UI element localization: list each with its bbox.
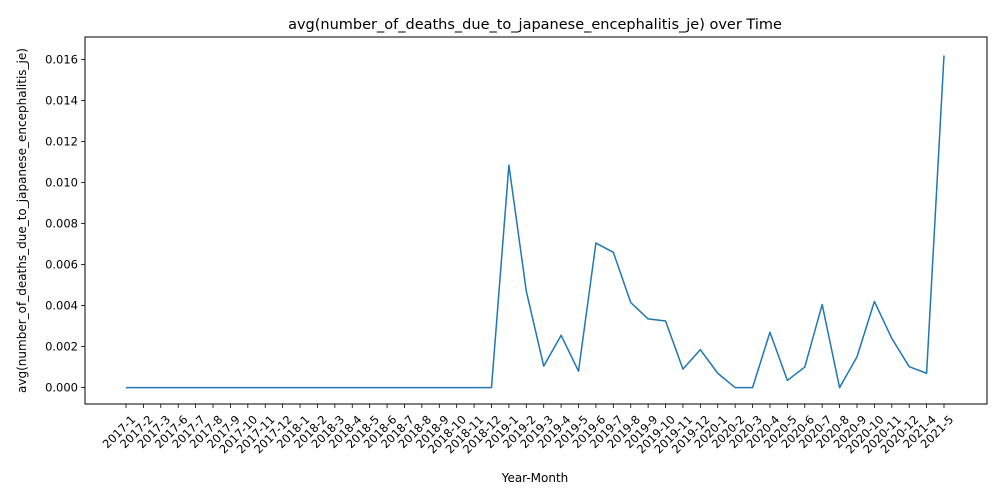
chart-title: avg(number_of_deaths_due_to_japanese_enc… — [288, 17, 782, 33]
y-axis-label: avg(number_of_deaths_due_to_japanese_enc… — [15, 48, 29, 393]
y-tick-label: 0.006 — [45, 258, 78, 272]
y-tick-label: 0.014 — [45, 94, 78, 108]
y-tick-label: 0.004 — [45, 299, 78, 313]
y-axis: 0.000 0.002 0.004 0.006 0.008 0.010 0.012 0.014… — [45, 53, 85, 395]
y-tick-label: 0.016 — [45, 53, 78, 67]
x-axis: 2017-12017-22017-32017-62017-72017-82017… — [100, 404, 956, 456]
y-tick-label: 0.010 — [45, 176, 78, 190]
plot-area — [84, 36, 988, 405]
y-tick-label: 0.012 — [45, 135, 78, 149]
series-line — [126, 55, 945, 389]
y-tick-label: 0.002 — [45, 340, 78, 354]
y-tick-label: 0.000 — [45, 381, 78, 395]
x-axis-label: Year-Month — [501, 471, 569, 485]
y-tick-label: 0.008 — [45, 217, 78, 231]
